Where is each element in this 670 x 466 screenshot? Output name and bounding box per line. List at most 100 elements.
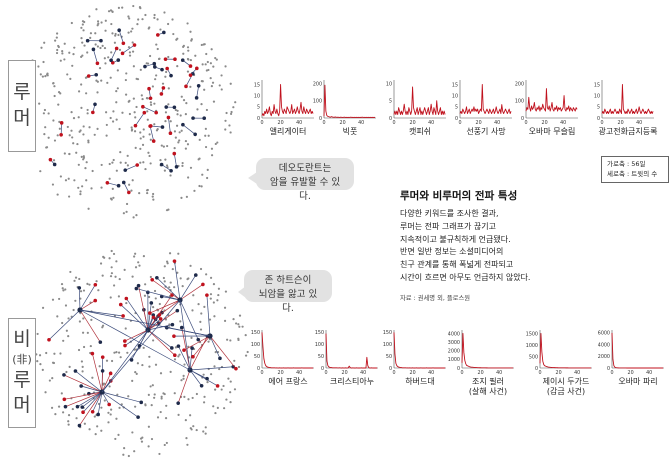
network-node: [103, 256, 106, 259]
chart-3-title: 캣피쉬: [409, 126, 431, 136]
network-node: [85, 179, 88, 182]
network-edge: [149, 299, 181, 314]
network-node: [172, 151, 177, 156]
network-node: [170, 346, 174, 350]
network-node: [177, 141, 180, 144]
network-node: [81, 365, 84, 368]
network-node: [119, 161, 122, 164]
y-tick-label: 5: [455, 105, 458, 111]
network-node: [110, 22, 113, 26]
network-node: [61, 50, 64, 53]
x-tick-label: 40: [360, 370, 366, 376]
network-node: [144, 283, 147, 286]
network-node: [184, 147, 187, 150]
network-node: [163, 265, 166, 268]
network-node: [124, 327, 127, 330]
network-node: [180, 129, 183, 132]
x-tick-label: 0: [324, 370, 327, 376]
network-edge: [189, 348, 193, 371]
x-tick-label: 0: [322, 120, 325, 126]
network-node: [115, 169, 118, 172]
info-title: 루머와 비루머의 전파 특성: [400, 190, 518, 202]
network-node: [90, 187, 93, 190]
network-node: [110, 51, 113, 54]
network-edge: [110, 48, 117, 61]
network-edge: [209, 335, 221, 359]
network-node: [75, 404, 80, 409]
network-node: [175, 124, 179, 127]
network-node: [169, 370, 172, 373]
network-edge: [78, 287, 81, 311]
network-node: [82, 156, 86, 159]
network-node: [184, 419, 187, 422]
network-node: [180, 95, 183, 98]
network-node: [121, 111, 124, 114]
rumor-example-line-2: 암을 유발할 수 있다.: [269, 176, 341, 202]
network-node: [184, 113, 187, 116]
network-node: [132, 65, 135, 68]
network-node: [190, 38, 193, 41]
network-node: [51, 361, 55, 364]
network-node: [155, 74, 158, 77]
network-node: [183, 395, 186, 398]
network-node: [234, 366, 238, 371]
network-node: [79, 290, 83, 293]
network-node: [103, 57, 106, 60]
chart-1-series-line: [261, 84, 314, 117]
network-node: [90, 351, 95, 356]
network-node: [147, 425, 150, 428]
x-tick-label: 40: [560, 120, 566, 126]
network-node: [165, 164, 169, 167]
network-edge: [75, 370, 103, 393]
network-node: [116, 87, 119, 90]
y-tick-label: 5: [597, 105, 600, 111]
network-node: [63, 404, 68, 409]
network-node: [89, 344, 92, 348]
network-node: [153, 13, 156, 17]
network-node: [37, 65, 40, 68]
rumor-label-char-2: 머: [13, 107, 31, 129]
network-node: [121, 314, 125, 318]
chart-9-title: 하버드대: [405, 376, 434, 386]
network-node: [164, 417, 168, 420]
network-node: [137, 261, 140, 264]
network-node: [136, 283, 141, 288]
network-node: [169, 281, 172, 284]
network-node: [155, 129, 159, 132]
network-node: [82, 317, 85, 320]
network-edge: [101, 299, 181, 393]
network-node: [196, 108, 199, 111]
network-node: [44, 126, 47, 129]
y-tick-label: 2000: [448, 349, 460, 355]
network-node: [153, 65, 157, 69]
chart-7-series-line: [261, 332, 314, 369]
network-node: [124, 161, 127, 165]
network-node: [42, 112, 45, 115]
network-edge: [77, 391, 103, 407]
network-node: [184, 139, 188, 143]
network-node: [110, 249, 113, 253]
network-node: [64, 304, 68, 307]
rumor-label-box: 루 머: [8, 60, 36, 152]
x-tick-label: 40: [646, 370, 652, 376]
network-node: [148, 311, 152, 315]
network-node: [51, 298, 55, 301]
network-node: [216, 299, 219, 302]
network-node: [135, 372, 138, 375]
network-node: [148, 355, 151, 358]
network-node: [167, 208, 170, 211]
network-node: [115, 89, 118, 93]
network-node: [209, 373, 213, 376]
network-node: [158, 302, 161, 306]
y-tick-label: 4000: [598, 342, 610, 348]
network-node: [100, 79, 103, 82]
nonrumor-label-box: 비 (非) 루 머: [8, 318, 36, 428]
network-node: [125, 210, 128, 213]
network-node: [93, 415, 96, 418]
network-node: [77, 163, 80, 166]
network-node: [94, 433, 97, 436]
